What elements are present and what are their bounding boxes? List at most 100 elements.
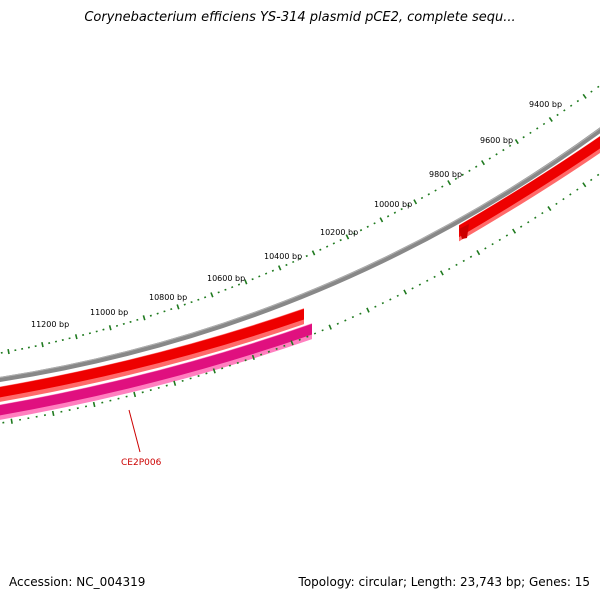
inner-minor-tick: [313, 332, 317, 335]
inner-minor-tick: [469, 255, 473, 258]
inner-minor-tick: [418, 283, 422, 286]
inner-minor-tick: [484, 247, 487, 250]
inner-minor-tick: [433, 275, 436, 279]
inner-minor-tick: [298, 338, 301, 341]
outer-minor-tick: [475, 165, 478, 168]
outer-minor-tick: [231, 286, 234, 289]
outer-minor-tick: [529, 131, 532, 135]
outer-minor-tick: [542, 122, 546, 126]
gene-label-ce2p006[interactable]: CE2P006: [121, 458, 162, 468]
inner-scale-ticks: [2, 173, 600, 424]
inner-major-tick: [290, 340, 294, 346]
outer-major-tick: [514, 138, 519, 145]
inner-minor-tick: [381, 301, 385, 305]
outer-minor-tick: [203, 296, 207, 299]
inner-minor-tick: [596, 173, 600, 177]
forward-gene-left[interactable]: [0, 300, 330, 404]
outer-minor-tick: [420, 196, 424, 200]
scale-label-11000: 11000 bp: [90, 308, 128, 317]
outer-major-tick: [108, 325, 112, 331]
inner-major-tick: [51, 410, 55, 417]
outer-minor-tick: [292, 260, 295, 264]
inner-minor-tick: [589, 178, 593, 182]
outer-major-tick: [74, 334, 78, 340]
outer-minor-tick: [576, 99, 580, 103]
outer-minor-tick: [305, 254, 308, 258]
outer-minor-tick: [190, 301, 193, 304]
outer-minor-tick: [386, 215, 390, 218]
outer-minor-tick: [495, 153, 498, 156]
inner-minor-tick: [411, 287, 414, 290]
outer-minor-tick: [488, 157, 491, 160]
outer-minor-tick: [298, 257, 302, 261]
inner-minor-tick: [519, 225, 523, 228]
inner-minor-tick: [165, 384, 168, 387]
inner-minor-tick: [491, 243, 494, 246]
outer-major-tick: [413, 199, 418, 205]
plasmid-backbone-highlight: [0, 127, 600, 378]
outer-minor-tick: [536, 127, 539, 130]
inner-minor-tick: [205, 372, 208, 375]
inner-minor-tick: [197, 374, 200, 378]
outer-minor-tick: [217, 291, 220, 294]
inner-major-tick: [512, 228, 517, 234]
inner-minor-tick: [562, 197, 565, 201]
inner-major-tick: [366, 307, 370, 313]
outer-minor-tick: [597, 85, 600, 89]
inner-minor-tick: [344, 319, 347, 322]
outer-minor-tick: [285, 263, 288, 267]
outer-minor-tick: [156, 312, 159, 315]
outer-minor-tick: [170, 308, 173, 311]
outer-minor-tick: [129, 320, 132, 323]
outer-major-tick: [244, 279, 248, 285]
outer-minor-tick: [332, 242, 336, 245]
inner-major-tick: [439, 270, 444, 276]
outer-minor-tick: [264, 272, 268, 275]
outer-minor-tick: [319, 248, 322, 251]
inner-minor-tick: [498, 238, 501, 242]
outer-minor-tick: [569, 104, 573, 107]
inner-minor-tick: [236, 361, 239, 365]
scale-label-10000: 10000 bp: [374, 200, 412, 209]
inner-minor-tick: [541, 211, 544, 215]
inner-major-tick: [403, 289, 408, 295]
outer-major-tick: [7, 348, 10, 355]
outer-minor-tick: [271, 269, 275, 272]
inner-minor-tick: [374, 305, 377, 308]
outer-minor-tick: [556, 113, 559, 117]
forward-gene-right[interactable]: [444, 109, 600, 249]
scale-label-11200: 11200 bp: [31, 320, 69, 329]
outer-minor-tick: [563, 109, 566, 112]
inner-minor-tick: [306, 335, 309, 338]
scale-label-9600: 9600 bp: [480, 136, 513, 145]
outer-major-tick: [481, 160, 485, 166]
outer-minor-tick: [258, 275, 261, 278]
accession-text: Accession: NC_004319: [9, 575, 146, 589]
outer-major-tick: [582, 93, 587, 99]
scale-label-9400: 9400 bp: [529, 100, 562, 109]
outer-minor-tick: [353, 232, 356, 235]
inner-minor-tick: [396, 294, 399, 297]
reverse-gene-ce2p006[interactable]: [0, 315, 335, 422]
plasmid-backbone: [0, 127, 600, 382]
inner-minor-tick: [275, 347, 278, 350]
outer-scale-ticks: [0, 85, 600, 355]
outer-major-tick: [210, 292, 214, 298]
outer-minor-tick: [136, 318, 139, 321]
inner-minor-tick: [505, 234, 509, 237]
inner-minor-tick: [534, 216, 537, 219]
scale-label-10800: 10800 bp: [149, 293, 187, 302]
scale-label-10200: 10200 bp: [320, 228, 358, 237]
outer-minor-tick: [407, 204, 410, 207]
forward-gene-right-arrowhead: [459, 224, 469, 239]
outer-minor-tick: [454, 177, 458, 180]
summary-text: Topology: circular; Length: 23,743 bp; G…: [298, 575, 590, 589]
inner-minor-tick: [228, 364, 232, 367]
inner-minor-tick: [321, 329, 324, 332]
inner-minor-tick: [149, 389, 152, 392]
outer-minor-tick: [149, 314, 152, 317]
outer-minor-tick: [434, 189, 437, 192]
map-title: Corynebacterium efficiens YS-314 plasmid…: [84, 10, 516, 25]
inner-minor-tick: [336, 322, 339, 325]
outer-major-tick: [277, 265, 282, 271]
